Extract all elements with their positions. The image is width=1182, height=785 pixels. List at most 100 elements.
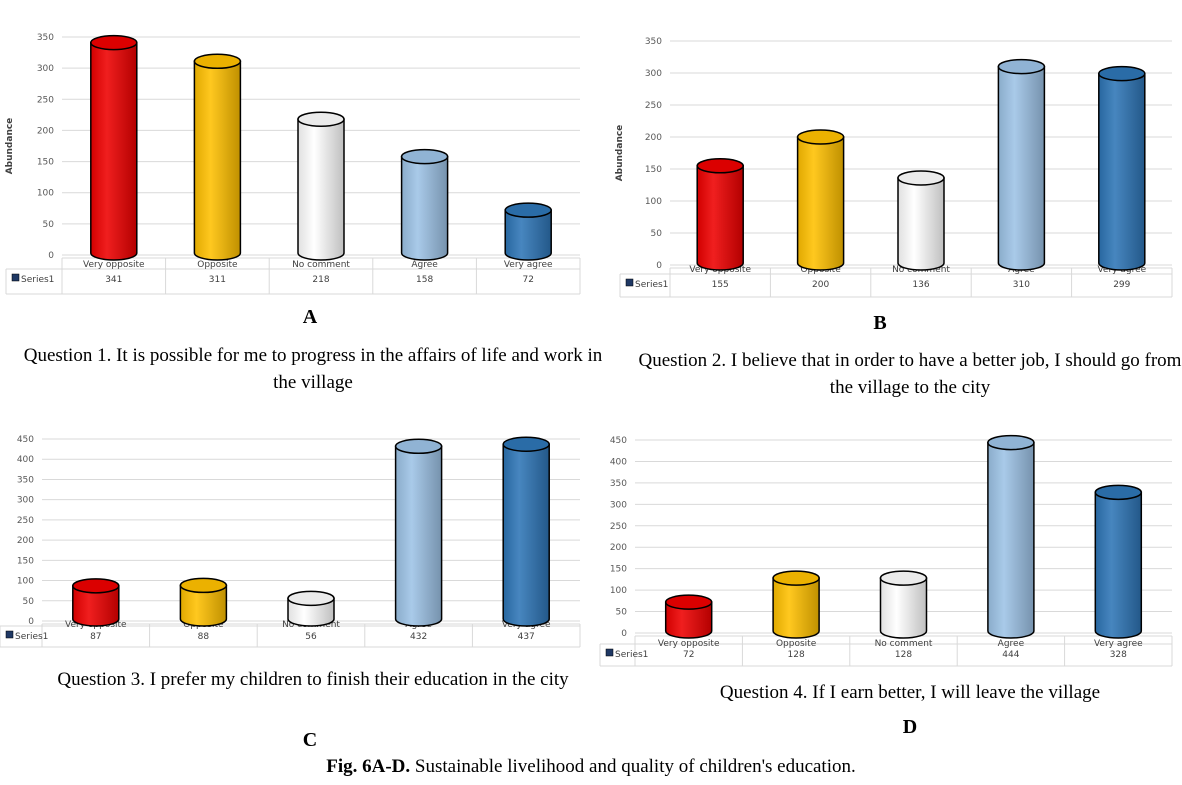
bar-top [394, 438, 443, 455]
series-legend-key [625, 278, 634, 287]
y-tick-label: 350 [17, 475, 34, 485]
category-label: Opposite [776, 639, 817, 649]
bar-body [696, 165, 744, 271]
bar-cylinder [987, 434, 1035, 639]
series-legend-key [605, 648, 614, 657]
bar-top [987, 434, 1035, 451]
data-value-label: 128 [788, 650, 805, 660]
bar-body [1098, 72, 1146, 271]
bar-cylinder [72, 578, 120, 627]
category-label: Agree [998, 639, 1025, 649]
category-label: No comment [875, 639, 933, 649]
y-tick-label: 200 [645, 133, 662, 143]
y-tick-label: 400 [610, 457, 627, 467]
panel-letter-a: A [302, 306, 318, 328]
y-tick-label: 300 [17, 496, 34, 506]
data-value-label: 87 [90, 632, 101, 642]
bar-body [987, 441, 1035, 639]
bar-cylinder [1098, 65, 1146, 271]
y-tick-label: 350 [610, 479, 627, 489]
y-tick-label: 250 [37, 95, 54, 105]
chart-d-svg: 0 50 100 150 200 250 300 350 400 450 Series1 Very o… [599, 434, 1173, 667]
y-tick-label: 50 [23, 597, 35, 607]
y-tick-label: 150 [17, 556, 34, 566]
data-value-label: 218 [312, 275, 329, 285]
bar-cylinder [394, 438, 443, 627]
panel-letter-d: D [902, 716, 918, 738]
y-tick-label: 350 [37, 33, 54, 43]
chart-b: 0 50 100 150 200 250 300 350 Abundance Series1 Ver… [600, 0, 1182, 302]
figure-caption-text: Sustainable livelihood and quality of ch… [410, 756, 856, 777]
y-tick-label: 400 [17, 455, 34, 465]
question-2: Question 2. I believe that in order to h… [638, 350, 1182, 398]
bar-cylinder [179, 577, 228, 627]
data-value-label: 432 [410, 632, 427, 642]
data-value-label: 56 [305, 632, 317, 642]
y-tick-label: 250 [610, 522, 627, 532]
y-tick-label: 150 [610, 565, 627, 575]
bar-cylinder [287, 590, 335, 627]
bar-body [504, 209, 552, 261]
bar-top [287, 590, 335, 607]
category-label: Very opposite [658, 639, 720, 649]
bar-body [664, 601, 713, 639]
question-4: Question 4. If I earn better, I will lea… [719, 682, 1101, 703]
question-1: Question 1. It is possible for me to pro… [23, 345, 603, 393]
bar-top [179, 577, 228, 594]
bar-body [879, 577, 928, 639]
data-value-label: 158 [416, 275, 433, 285]
y-tick-label: 250 [17, 516, 34, 526]
bar-top [297, 111, 345, 127]
y-tick-label: 450 [17, 435, 34, 445]
y-tick-label: 0 [621, 629, 627, 639]
category-label: Very agree [1094, 639, 1143, 649]
panel-letter-b: B [873, 312, 887, 334]
category-label: No comment [292, 260, 350, 270]
y-tick-label: 100 [610, 586, 627, 596]
bar-body [772, 577, 820, 639]
bar-body [796, 136, 845, 271]
y-axis-label: Abundance [615, 125, 625, 182]
chart-b-svg: 050100150200250300350AbundanceSeries1Ver… [615, 37, 1173, 298]
figure-caption: Fig. 6A-D. Sustainable livelihood and qu… [0, 756, 1182, 778]
category-label: Agree [411, 260, 438, 270]
series-name: Series1 [21, 275, 54, 285]
bar-body [502, 443, 550, 627]
panel-letter-c: C [302, 729, 318, 751]
y-tick-label: 300 [645, 69, 662, 79]
chart-d: 0 50 100 150 200 250 300 350 400 450 Series1 Very o… [599, 413, 1182, 668]
bar-cylinder [504, 202, 552, 261]
series-name: Series1 [635, 280, 668, 290]
bar-cylinder [297, 111, 345, 261]
bar-cylinder [897, 170, 945, 271]
bar-cylinder [1094, 484, 1143, 639]
bar-top [796, 129, 845, 145]
chart-a-svg: 0 50 100 150 200 250 300 350 Abundance Series1 Ver… [5, 33, 581, 295]
question-3: Question 3. I prefer my children to fini… [57, 669, 569, 690]
category-label: Opposite [197, 260, 238, 270]
bar-top [1094, 484, 1143, 501]
data-value-label: 341 [105, 275, 122, 285]
bar-top [772, 570, 820, 586]
bar-body [193, 60, 242, 261]
bar-body [1094, 491, 1143, 639]
bar-body [179, 584, 228, 627]
bar-top [1098, 65, 1146, 82]
y-tick-label: 100 [17, 577, 34, 587]
bar-body [897, 177, 945, 271]
chart-a: 0 50 100 150 200 250 300 350 Abundance Series1 Ver… [0, 0, 590, 302]
y-tick-label: 250 [645, 101, 662, 111]
category-label: Very opposite [83, 260, 145, 270]
y-tick-label: 100 [37, 189, 54, 199]
y-tick-label: 200 [17, 536, 34, 546]
bar-cylinder [90, 34, 138, 261]
y-tick-label: 0 [656, 261, 662, 271]
bar-cylinder [796, 129, 845, 271]
y-tick-label: 100 [645, 197, 662, 207]
series-legend-key [5, 630, 14, 639]
bar-body [90, 41, 138, 261]
bar-top [997, 58, 1046, 75]
bar-body [400, 155, 449, 261]
